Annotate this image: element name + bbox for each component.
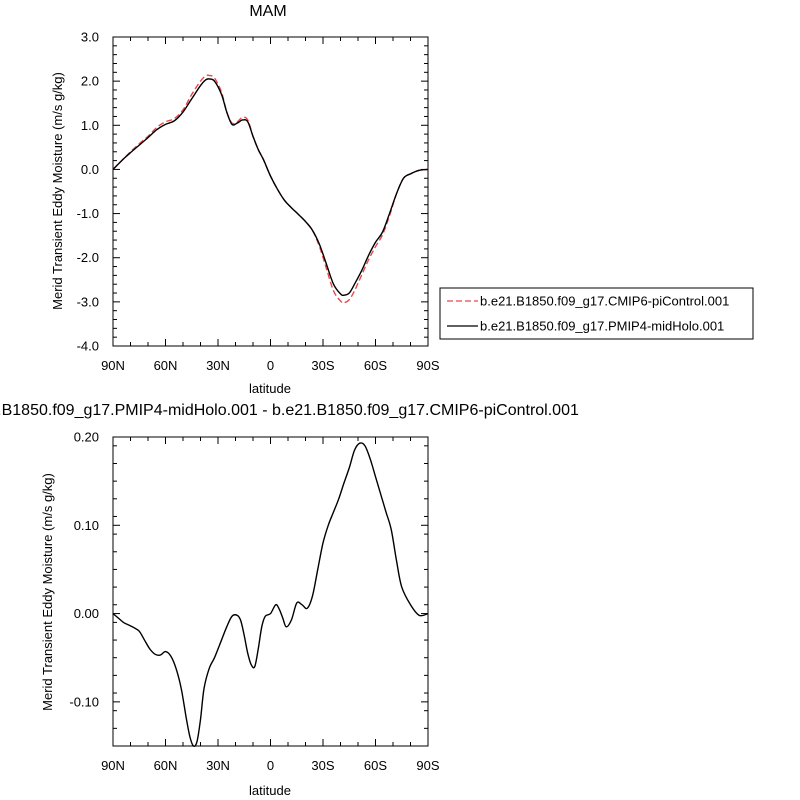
top-y-tick-label: 3.0 bbox=[81, 30, 99, 45]
bottom-x-tick-label: 0 bbox=[267, 758, 274, 773]
top-series-lines bbox=[112, 74, 429, 304]
top-y-ticks: -4.0 -3.0 -2.0 -1.0 0.0 1.0 2.0 3.0 bbox=[77, 30, 428, 354]
bottom-y-ticks: -0.10 0.00 0.10 0.20 bbox=[69, 430, 428, 747]
bottom-x-tick-label: 30N bbox=[206, 758, 230, 773]
bottom-x-ticks: 90N 60N 30N 0 30S 60S 90S bbox=[101, 437, 440, 773]
legend-label-picontrol: b.e21.B1850.f09_g17.CMIP6-piControl.001 bbox=[480, 294, 729, 309]
top-series-line-1 bbox=[112, 78, 429, 297]
top-x-tick-label: 60N bbox=[154, 358, 178, 373]
top-x-ticks: 90N 60N 30N 0 30S 60S 90S bbox=[101, 37, 440, 373]
top-y-tick-label: -3.0 bbox=[77, 294, 99, 309]
top-x-tick-label: 30S bbox=[311, 358, 334, 373]
top-x-tick-label: 30N bbox=[206, 358, 230, 373]
bottom-x-tick-label: 60N bbox=[154, 758, 178, 773]
bottom-series-line-0 bbox=[112, 442, 429, 747]
top-y-tick-label: -1.0 bbox=[77, 206, 99, 221]
legend-box bbox=[439, 287, 754, 340]
bottom-chart-panel: b.e21.B1850.f09_g17.PMIP4-midHolo.001 - … bbox=[0, 402, 579, 798]
top-y-axis-label: Merid Transient Eddy Moisture (m/s g/kg) bbox=[50, 72, 65, 310]
bottom-x-tick-label: 60S bbox=[364, 758, 387, 773]
bottom-y-tick-label: 0.20 bbox=[74, 430, 99, 445]
top-x-axis-label: latitude bbox=[249, 381, 291, 396]
top-y-tick-label: -4.0 bbox=[77, 339, 99, 354]
bottom-x-tick-label: 30S bbox=[311, 758, 334, 773]
legend: b.e21.B1850.f09_g17.CMIP6-piControl.001 … bbox=[439, 287, 754, 340]
top-x-tick-label: 60S bbox=[364, 358, 387, 373]
bottom-y-axis-label: Merid Transient Eddy Moisture (m/s g/kg) bbox=[40, 473, 55, 711]
bottom-x-tick-label: 90S bbox=[416, 758, 439, 773]
bottom-series-lines bbox=[112, 442, 429, 747]
bottom-y-tick-label: 0.10 bbox=[74, 518, 99, 533]
bottom-y-tick-label: 0.00 bbox=[74, 606, 99, 621]
top-chart-title: MAM bbox=[249, 3, 286, 20]
bottom-chart-title: b.e21.B1850.f09_g17.PMIP4-midHolo.001 - … bbox=[0, 402, 579, 419]
bottom-y-tick-label: -0.10 bbox=[69, 694, 99, 709]
top-y-tick-label: 2.0 bbox=[81, 74, 99, 89]
bottom-x-tick-label: 90N bbox=[101, 758, 125, 773]
top-x-tick-label: 90S bbox=[416, 358, 439, 373]
legend-label-midholo: b.e21.B1850.f09_g17.PMIP4-midHolo.001 bbox=[480, 319, 724, 334]
top-x-tick-label: 90N bbox=[101, 358, 125, 373]
top-y-tick-label: 1.0 bbox=[81, 118, 99, 133]
bottom-x-axis-label: latitude bbox=[249, 783, 291, 798]
top-y-tick-label: -2.0 bbox=[77, 250, 99, 265]
top-y-tick-label: 0.0 bbox=[81, 162, 99, 177]
top-x-tick-label: 0 bbox=[267, 358, 274, 373]
top-chart-panel: MAM 90N 60N 30N 0 30S 60S 90S -4.0 -3.0 -2.0 -1.0… bbox=[50, 3, 754, 396]
